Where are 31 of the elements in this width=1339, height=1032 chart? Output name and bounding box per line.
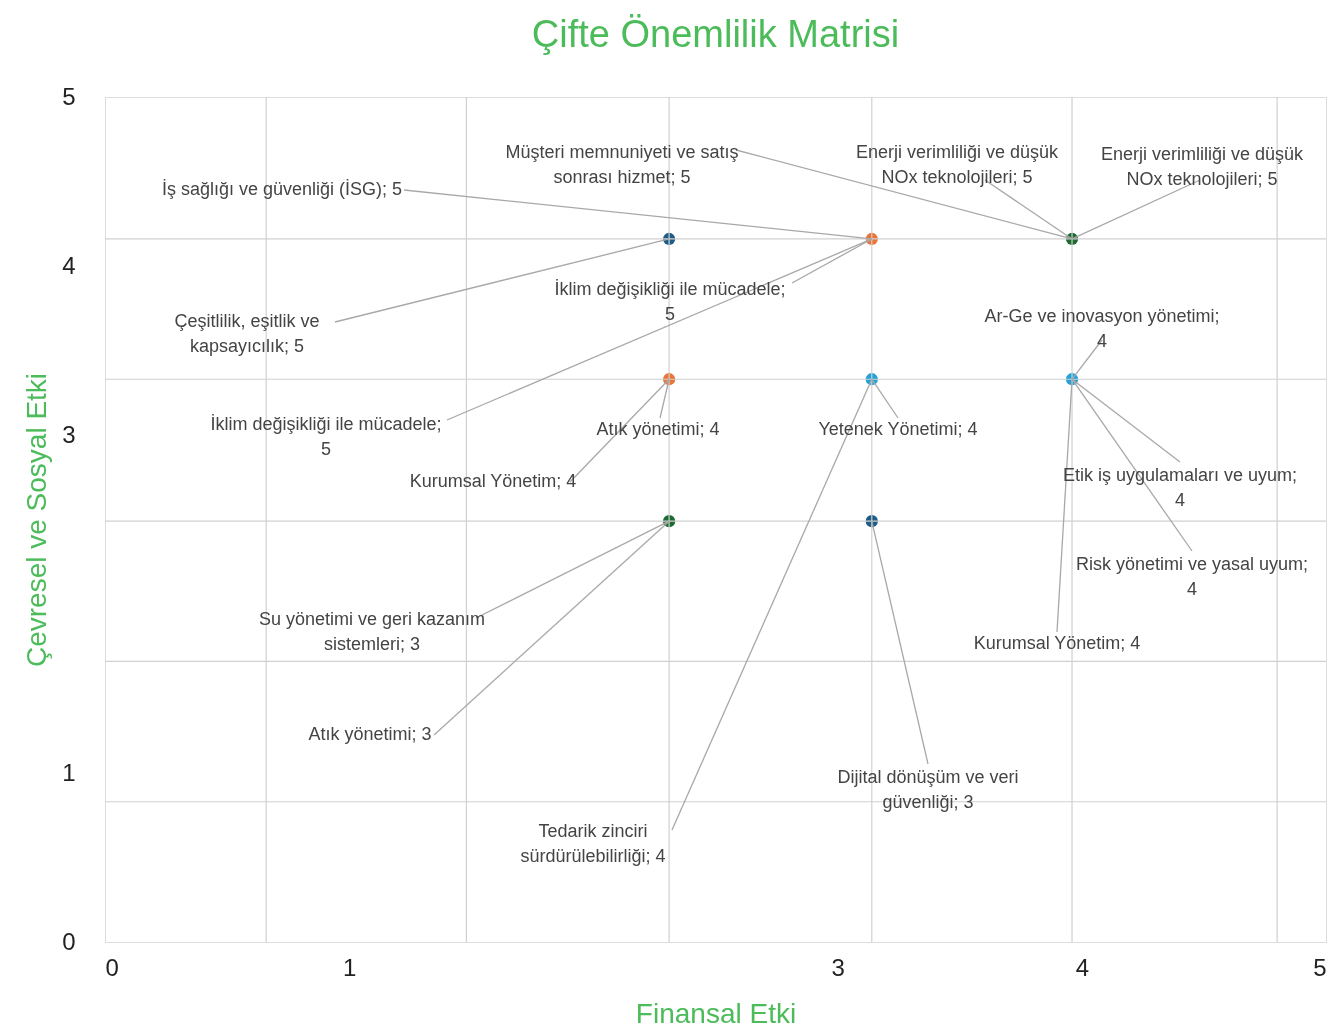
annotation: Enerji verimliliği ve düşük NOx teknolojileri; 5 xyxy=(1100,144,1305,189)
annotation: İş sağlığı ve güvenliği (İSG); 5 xyxy=(161,179,403,199)
annotation: Tedarik zinciri sürdürülebilirliği; 4 xyxy=(520,821,666,866)
annotation: Kurumsal Yönetim; 4 xyxy=(973,633,1141,653)
y-tick-label: 1 xyxy=(62,758,76,786)
x-tick-label: 3 xyxy=(831,953,845,981)
x-tick-label: 1 xyxy=(343,953,357,981)
y-axis-title: Çevresel ve Sosyal Etki xyxy=(21,372,53,668)
annotation: Risk yönetimi ve yasal uyum; 4 xyxy=(1075,554,1309,599)
annotation: Etik iş uygulamaları ve uyum; 4 xyxy=(1062,465,1298,510)
annotation: Çeşitlilik, eşitlik ve kapsayıcılık; 5 xyxy=(174,311,320,356)
x-axis-title: Finansal Etki xyxy=(635,997,797,1029)
annotation: Kurumsal Yönetim; 4 xyxy=(409,471,577,491)
annotation: İklim değişikliği ile mücadele; 5 xyxy=(210,414,442,459)
chart-title: Çifte Önemlilik Matrisi xyxy=(531,13,900,55)
y-tick-label: 4 xyxy=(62,251,76,279)
annotation: Atık yönetimi; 3 xyxy=(308,724,432,744)
annotation: Enerji verimliliği ve düşük NOx teknolojileri; 5 xyxy=(855,142,1060,187)
annotation: Ar-Ge ve inovasyon yönetimi; 4 xyxy=(984,306,1220,351)
x-tick-label: 0 xyxy=(105,953,119,981)
annotation: Su yönetimi ve geri kazanım sistemleri; 3 xyxy=(258,609,486,654)
annotation: İklim değişikliği ile mücadele; 5 xyxy=(554,279,786,324)
x-tick-label: 5 xyxy=(1313,953,1327,981)
annotation: Müşteri memnuniyeti ve satış sonrası hizmet; 5 xyxy=(505,142,739,187)
y-tick-label: 3 xyxy=(62,420,76,448)
x-tick-label: 4 xyxy=(1075,953,1089,981)
y-tick-label: 0 xyxy=(62,927,76,955)
annotation: Yetenek Yönetimi; 4 xyxy=(818,419,978,439)
annotation: Dijital dönüşüm ve veri güvenliği; 3 xyxy=(837,767,1019,812)
annotation: Atık yönetimi; 4 xyxy=(596,419,720,439)
y-tick-label: 5 xyxy=(62,82,76,110)
